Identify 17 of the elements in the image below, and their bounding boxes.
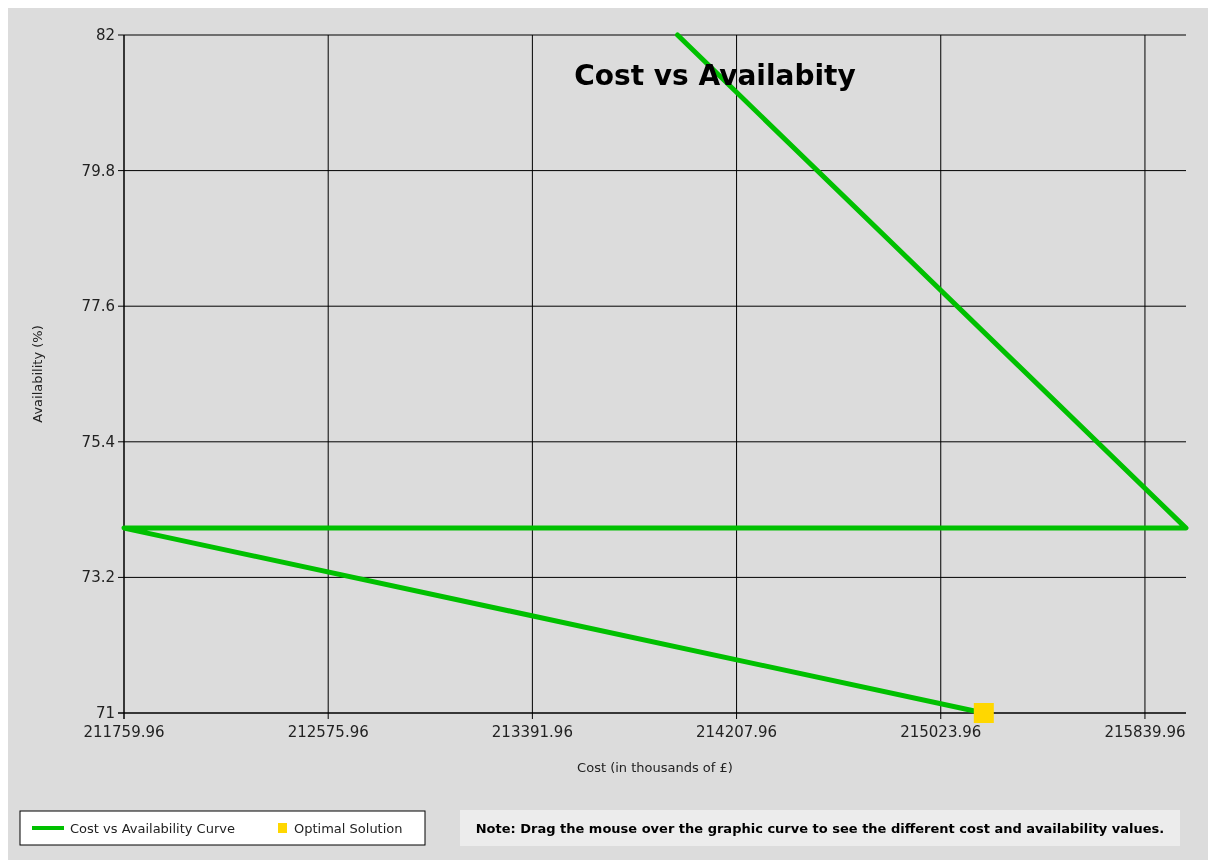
x-tick-label: 214207.96 <box>696 723 778 741</box>
y-tick-label: 71 <box>95 704 115 722</box>
text: Note: Drag the mouse over the graphic curve to see the different cost and availability values. <box>475 821 1165 836</box>
x-tick-label: 211759.96 <box>83 723 165 741</box>
x-tick-label: 212575.96 <box>287 723 369 741</box>
y-tick-label: 77.6 <box>81 297 115 316</box>
y-tick-label: 79.8 <box>81 161 115 180</box>
x-tick-label: 215839.96 <box>1104 723 1186 741</box>
legend-label: Cost vs Availability Curve <box>70 821 235 836</box>
y-tick-label: 75.4 <box>81 432 115 451</box>
x-axis-title: Cost (in thousands of £) <box>577 760 733 775</box>
y-axis-title: Availability (%) <box>30 325 45 423</box>
x-tick-label: 215023.96 <box>900 723 982 741</box>
y-tick-label: 82 <box>95 26 115 44</box>
legend-label: Optimal Solution <box>294 821 403 836</box>
x-tick-label: 213391.96 <box>491 723 573 741</box>
y-tick-label: 73.2 <box>81 568 115 587</box>
